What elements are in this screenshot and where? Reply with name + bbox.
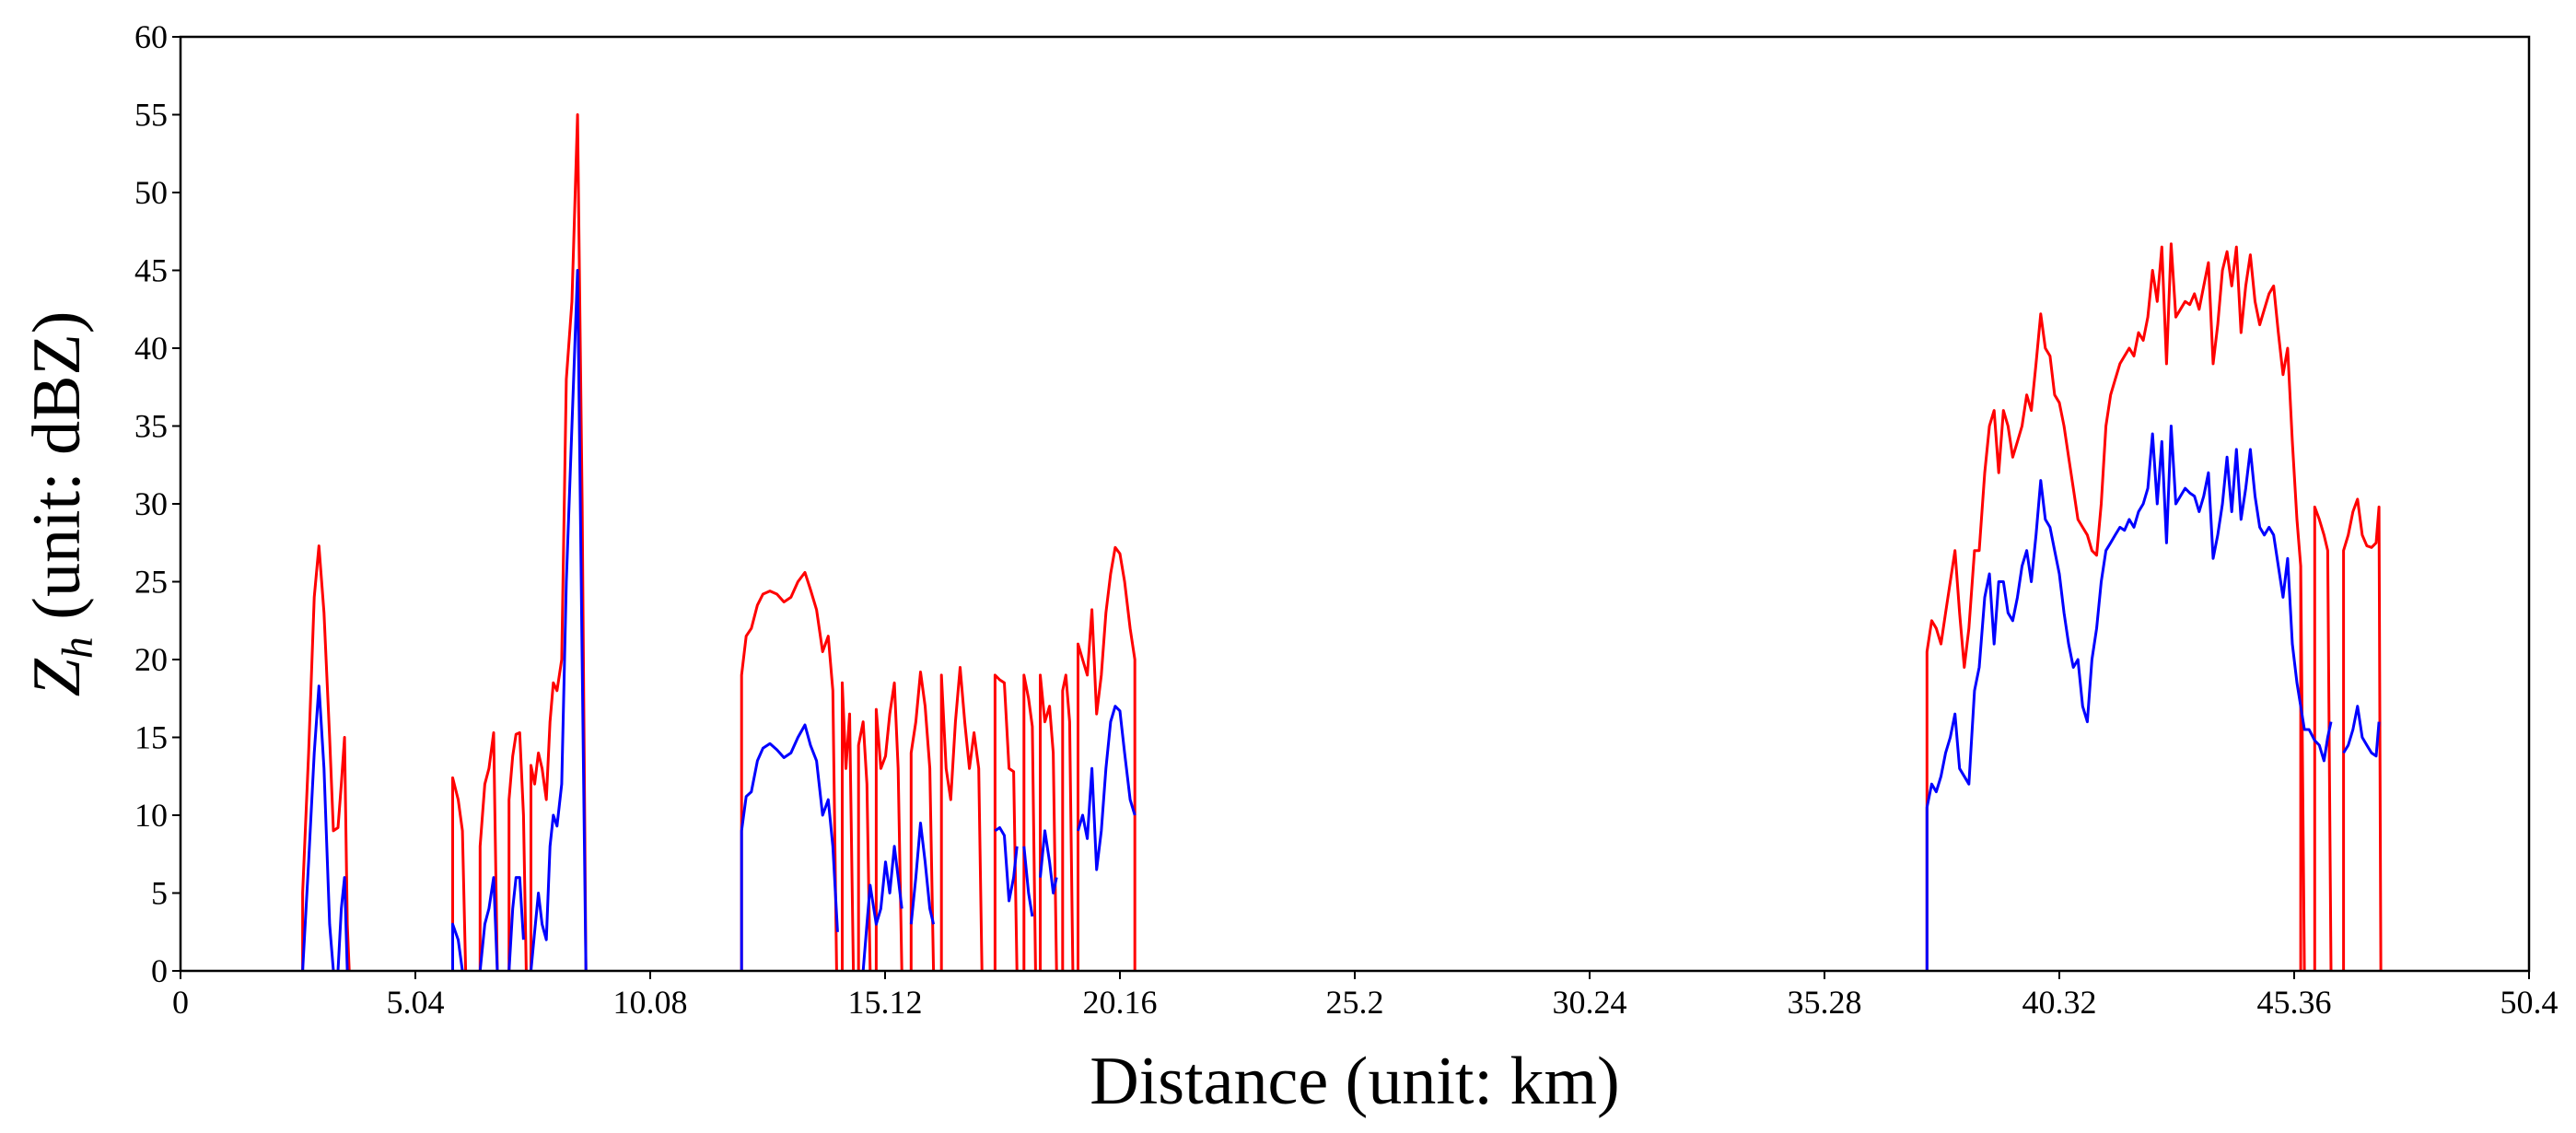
- series-line-segment: [451, 922, 464, 972]
- series-line-segment: [1022, 846, 1034, 917]
- series-line-segment: [451, 776, 468, 972]
- series-line-segment: [939, 666, 984, 972]
- y-tick-label: 5: [151, 875, 168, 912]
- y-tick-label: 50: [134, 174, 168, 211]
- series-line-segment: [478, 730, 499, 972]
- series-red: [740, 545, 1136, 972]
- series-blue: [740, 705, 1136, 972]
- y-tick-label: 10: [134, 797, 168, 834]
- y-tick-label: 30: [134, 485, 168, 522]
- series-line-segment: [874, 681, 903, 972]
- x-tick-label: 10.08: [613, 984, 688, 1021]
- series-red: [2299, 497, 2383, 972]
- series-line-segment: [1061, 673, 1075, 972]
- series-line-segment: [740, 723, 839, 971]
- series-line-segment: [2299, 565, 2306, 972]
- series-layer: [301, 113, 2383, 972]
- x-tick-label: 35.28: [1788, 984, 1862, 1021]
- y-tick-label: 20: [134, 641, 168, 678]
- y-tick-label: 35: [134, 408, 168, 445]
- x-tick-label: 50.4: [2500, 984, 2559, 1021]
- series-line-segment: [1925, 242, 2302, 971]
- x-tick-label: 45.36: [2257, 984, 2332, 1021]
- y-axis: 0 5 10 15 20 25 30 35 40 45 50 55 60: [134, 18, 181, 989]
- y-axis-title-sub: h: [53, 637, 102, 659]
- series-line-segment: [2313, 505, 2333, 972]
- series-blue: [301, 269, 588, 972]
- series-line-segment: [2342, 705, 2381, 758]
- x-tick-label: 15.12: [848, 984, 923, 1021]
- series-line-segment: [530, 113, 588, 972]
- series-line-segment: [1925, 425, 2333, 971]
- series-line-segment: [301, 684, 335, 972]
- x-tick-label: 5.04: [387, 984, 445, 1021]
- series-line-segment: [1039, 829, 1058, 894]
- series-line-segment: [478, 876, 499, 972]
- series-line-segment: [861, 845, 903, 972]
- y-axis-title-main: Z: [19, 658, 95, 696]
- series-line-segment: [994, 826, 1019, 903]
- x-tick-label: 40.32: [2022, 984, 2097, 1021]
- y-tick-label: 15: [134, 719, 168, 756]
- series-blue: [2342, 705, 2381, 758]
- y-axis-title-rest: (unit: dBZ): [19, 311, 95, 637]
- x-tick-label: 0: [172, 984, 189, 1021]
- series-line-segment: [993, 673, 1019, 972]
- x-tick-label: 30.24: [1553, 984, 1627, 1021]
- x-tick-label: 20.16: [1083, 984, 1158, 1021]
- series-line-segment: [1039, 673, 1058, 972]
- series-line-segment: [909, 822, 936, 925]
- series-line-segment: [507, 730, 528, 972]
- series-line-segment: [1022, 673, 1037, 972]
- y-tick-label: 0: [151, 952, 168, 989]
- series-line-segment: [2342, 497, 2383, 972]
- series-line-segment: [530, 269, 588, 972]
- y-tick-label: 40: [134, 330, 168, 367]
- x-tick-label: 25.2: [1326, 984, 1384, 1021]
- y-tick-label: 55: [134, 97, 168, 134]
- y-tick-label: 60: [134, 18, 168, 55]
- series-blue: [1925, 425, 2333, 971]
- y-tick-label: 25: [134, 564, 168, 601]
- series-line-segment: [841, 681, 856, 972]
- x-axis: 0 5.04 10.08 15.12 20.16 25.2 30.24 35.28 40.32 4…: [172, 971, 2559, 1021]
- series-line-segment: [301, 544, 351, 972]
- series-line-segment: [1077, 545, 1136, 971]
- plot-background: [181, 37, 2529, 971]
- series-line-segment: [857, 720, 872, 972]
- series-line-segment: [740, 570, 838, 972]
- series-line-segment: [336, 876, 349, 972]
- y-axis-title: Zh (unit: dBZ): [19, 311, 102, 697]
- series-line-segment: [507, 876, 525, 972]
- series-red: [301, 113, 588, 972]
- x-axis-title: Distance (unit: km): [1090, 1044, 1619, 1119]
- series-line-segment: [1077, 705, 1136, 871]
- series-red: [1925, 242, 2302, 971]
- series-line-segment: [909, 671, 936, 972]
- y-tick-label: 45: [134, 252, 168, 289]
